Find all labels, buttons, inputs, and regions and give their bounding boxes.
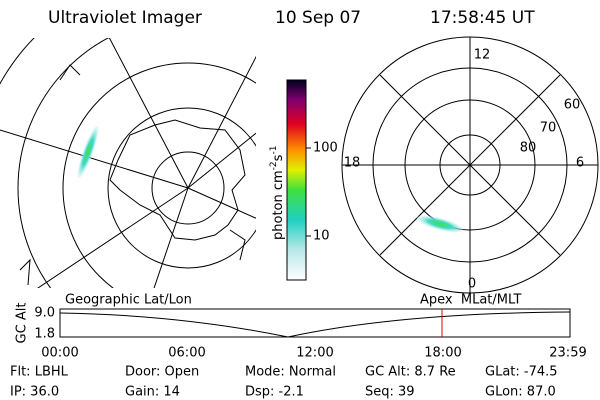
mlt-grid [341,36,599,294]
colorbar-tick: 100 [313,141,338,156]
mlt-label: 18 [344,156,361,171]
status-field: GLat: -74.5 [485,365,558,380]
mlat-label: 80 [520,141,537,156]
timeline-y-label: GC Alt [15,303,30,344]
timeline-ytick: 9.0 [34,306,55,321]
panel-label: Apex MLat/MLT [420,293,521,308]
status-field: Gain: 14 [125,385,180,400]
timeline-frame [59,308,571,338]
mlt-label: 0 [468,277,476,292]
timeline-xtick: 12:00 [296,346,333,361]
mlat-label: 70 [540,121,557,136]
footer: Flt: LBHL Door: Open Mode: Normal GC Alt: 8… [10,365,558,400]
title: Ultraviolet Imager [48,8,202,28]
geo-map [0,38,256,288]
colorbar [286,79,307,281]
mlt-label: 12 [474,48,491,63]
panel-label: Geographic Lat/Lon [65,293,192,308]
status-field: Door: Open [125,365,199,380]
colorbar-tick: 10 [313,229,330,244]
timeline-ytick: 1.8 [34,327,55,342]
timeline-xtick: 23:59 [549,346,586,361]
status-field: Dsp: -2.1 [245,385,304,400]
date: 10 Sep 07 [275,8,361,28]
mlt-label: 6 [576,156,584,171]
mlat-label: 60 [564,98,581,113]
status-field: Mode: Normal [245,365,336,380]
timeline-xtick: 18:00 [424,346,461,361]
status-field: Flt: LBHL [10,365,69,380]
status-field: GLon: 87.0 [485,385,556,400]
timeline-xtick: 00:00 [41,346,78,361]
status-field: GC Alt: 8.7 Re [365,365,456,380]
colorbar-unit: photon cm-2s-1 [269,146,286,240]
status-field: IP: 36.0 [10,385,59,400]
status-field: Seq: 39 [365,385,415,400]
timeline-xtick: 06:00 [168,346,205,361]
time: 17:58:45 UT [430,8,535,28]
